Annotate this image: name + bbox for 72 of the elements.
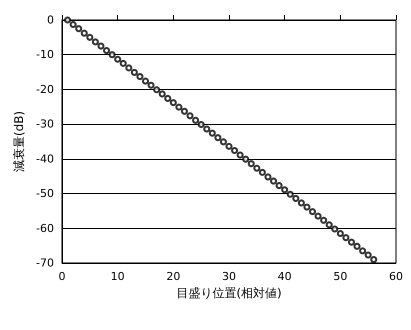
point: [130, 68, 138, 76]
x-axis-title: 目盛り位置(相対値): [176, 286, 282, 300]
point: [142, 78, 149, 85]
y-tick-label: -20: [36, 82, 54, 96]
point: [120, 60, 127, 67]
y-tick-label: -50: [36, 187, 54, 200]
point: [370, 256, 378, 264]
point: [148, 82, 155, 89]
point: [125, 64, 132, 72]
point: [180, 108, 188, 115]
point: [158, 90, 166, 98]
y-axis-title: 減衰量(dB): [12, 110, 26, 172]
point: [208, 130, 216, 137]
point: [326, 221, 333, 228]
point: [270, 178, 278, 185]
point: [281, 186, 288, 194]
y-tick-label: -60: [36, 222, 54, 235]
point: [153, 86, 160, 94]
point: [309, 208, 316, 216]
point: [186, 112, 194, 120]
point: [331, 225, 338, 232]
point: [264, 173, 272, 180]
y-tick-label: -30: [36, 118, 54, 131]
point: [203, 126, 210, 132]
point: [364, 252, 372, 259]
point: [114, 56, 122, 63]
point: [198, 120, 205, 128]
point: [292, 194, 300, 202]
x-tick-label: 20: [166, 270, 180, 283]
point: [220, 138, 227, 146]
x-tick-label: 40: [278, 270, 292, 283]
point: [103, 47, 110, 54]
point: [97, 42, 104, 50]
point: [298, 199, 305, 206]
point: [359, 247, 366, 254]
point: [136, 73, 144, 80]
y-tick-label: -70: [36, 256, 54, 270]
point: [70, 21, 77, 28]
x-tick-label: 60: [389, 270, 403, 283]
point: [320, 216, 328, 224]
point: [276, 182, 283, 190]
point: [86, 34, 94, 41]
point: [342, 234, 350, 242]
point: [258, 168, 266, 176]
point: [170, 99, 177, 106]
point: [92, 38, 99, 46]
point: [192, 116, 200, 124]
point: [164, 94, 172, 102]
point: [231, 147, 238, 154]
point: [354, 242, 361, 250]
x-tick-label: 10: [110, 270, 125, 283]
point: [175, 104, 182, 111]
point: [253, 164, 260, 172]
point: [336, 230, 344, 237]
y-tick-label: -10: [36, 48, 54, 62]
x-tick-label: 0: [58, 270, 66, 283]
point: [248, 160, 255, 168]
x-tick-label: 30: [222, 270, 236, 283]
point: [286, 190, 294, 198]
point: [242, 156, 250, 163]
point: [108, 51, 116, 58]
point: [75, 25, 82, 32]
x-tick-label: 50: [333, 270, 348, 283]
point: [214, 134, 222, 142]
point: [303, 204, 310, 211]
point: [80, 30, 88, 37]
point: [226, 142, 232, 150]
point: [236, 152, 244, 159]
point: [314, 212, 322, 220]
y-tick-label: -40: [36, 152, 54, 166]
y-tick-label: 0: [47, 14, 54, 26]
point: [348, 238, 355, 246]
